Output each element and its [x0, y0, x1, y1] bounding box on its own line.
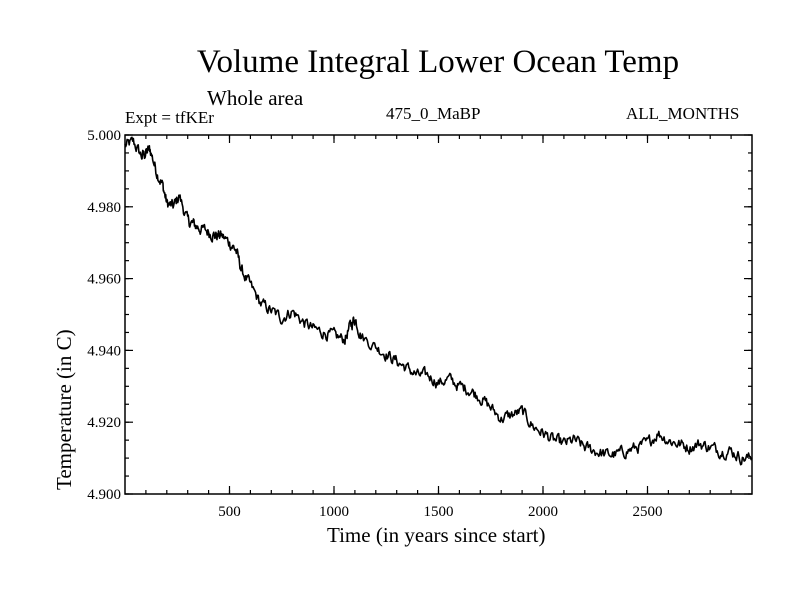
- y-tick-label: 4.980: [87, 200, 121, 216]
- chart-subtitle: Whole area: [207, 86, 304, 110]
- x-tick-label: 500: [218, 504, 241, 520]
- months-label: ALL_MONTHS: [626, 104, 740, 123]
- y-tick-label: 5.000: [87, 128, 121, 144]
- x-axis-label: Time (in years since start): [327, 523, 546, 547]
- period-label: 475_0_MaBP: [386, 104, 481, 123]
- y-tick-label: 4.920: [87, 415, 121, 431]
- y-tick-label: 4.960: [87, 272, 121, 288]
- axis-tick-labels: 4.900 4.920 4.940 4.960 4.980 5.000 500 1000 150…: [87, 128, 662, 520]
- axis-ticks: [125, 134, 752, 495]
- y-tick-label: 4.940: [87, 343, 121, 359]
- temperature-series-line: [124, 136, 753, 466]
- plot-area-frame: [124, 134, 753, 495]
- chart-title: Volume Integral Lower Ocean Temp: [196, 44, 680, 80]
- x-tick-label: 2000: [528, 504, 558, 520]
- experiment-label: Expt = tfKEr: [125, 108, 214, 127]
- x-tick-label: 1500: [424, 504, 454, 520]
- x-tick-label: 2500: [633, 504, 663, 520]
- y-tick-label: 4.900: [87, 487, 121, 503]
- x-tick-label: 1000: [319, 504, 349, 520]
- y-axis-label: Temperature (in C): [52, 329, 76, 490]
